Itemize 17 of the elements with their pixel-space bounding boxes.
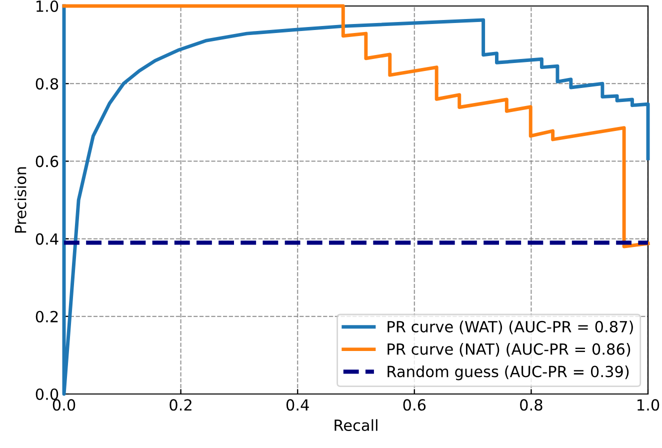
- y-axis-title: Precision: [14, 167, 26, 233]
- y-tick-label: 0.0: [36, 388, 58, 400]
- x-tick-label: 0.8: [520, 399, 542, 411]
- x-tick-label: 0.6: [403, 399, 426, 411]
- y-tick-label: 0.6: [36, 156, 58, 168]
- x-tick-label: 1.0: [638, 399, 660, 411]
- legend-label: PR curve (WAT) (AUC-PR = 0.87): [388, 320, 633, 334]
- y-tick-label: 0.8: [36, 78, 58, 90]
- x-axis-title: Recall: [334, 419, 378, 432]
- x-tick-label: 0.0: [52, 399, 76, 411]
- y-tick-label: 0.2: [36, 310, 58, 322]
- legend-label: PR curve (NAT) (AUC-PR = 0.86): [388, 343, 630, 357]
- y-tick-label: 1.0: [36, 0, 58, 12]
- x-tick-label: 0.4: [286, 399, 309, 411]
- y-tick-label: 0.4: [36, 233, 58, 245]
- x-tick-label: 0.2: [170, 399, 192, 411]
- legend-label: Random guess (AUC-PR = 0.39): [388, 365, 629, 380]
